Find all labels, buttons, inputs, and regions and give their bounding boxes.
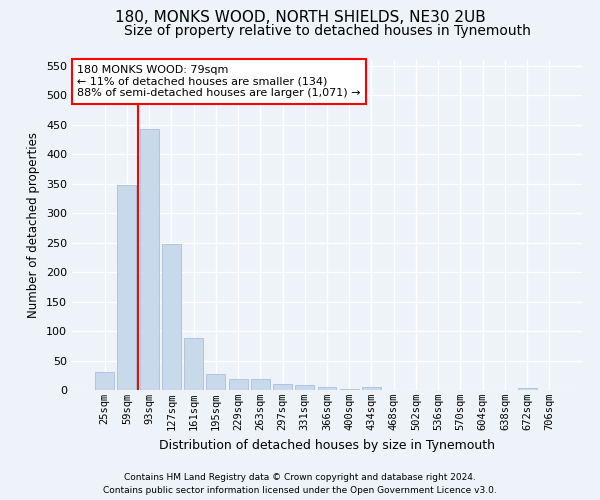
Bar (229, 380, 248, 390)
Bar (140, 129, 158, 390)
Bar (206, 374, 225, 390)
Text: 180 MONKS WOOD: 79sqm
← 11% of detached houses are smaller (134)
88% of semi-det: 180 MONKS WOOD: 79sqm ← 11% of detached … (77, 65, 361, 98)
Text: 180, MONKS WOOD, NORTH SHIELDS, NE30 2UB: 180, MONKS WOOD, NORTH SHIELDS, NE30 2UB (115, 10, 485, 25)
Y-axis label: Number of detached properties: Number of detached properties (28, 132, 40, 318)
X-axis label: Distribution of detached houses by size in Tynemouth: Distribution of detached houses by size … (159, 438, 495, 452)
Bar (317, 387, 337, 390)
Bar (162, 244, 181, 390)
Bar (251, 380, 270, 390)
Bar (518, 388, 536, 390)
Bar (362, 387, 381, 390)
Bar (340, 389, 359, 390)
Bar (273, 384, 292, 390)
Bar (118, 185, 136, 390)
Bar (95, 372, 114, 390)
Title: Size of property relative to detached houses in Tynemouth: Size of property relative to detached ho… (124, 24, 530, 38)
Text: Contains HM Land Registry data © Crown copyright and database right 2024.
Contai: Contains HM Land Registry data © Crown c… (103, 474, 497, 495)
Bar (295, 386, 314, 390)
Bar (184, 338, 203, 390)
